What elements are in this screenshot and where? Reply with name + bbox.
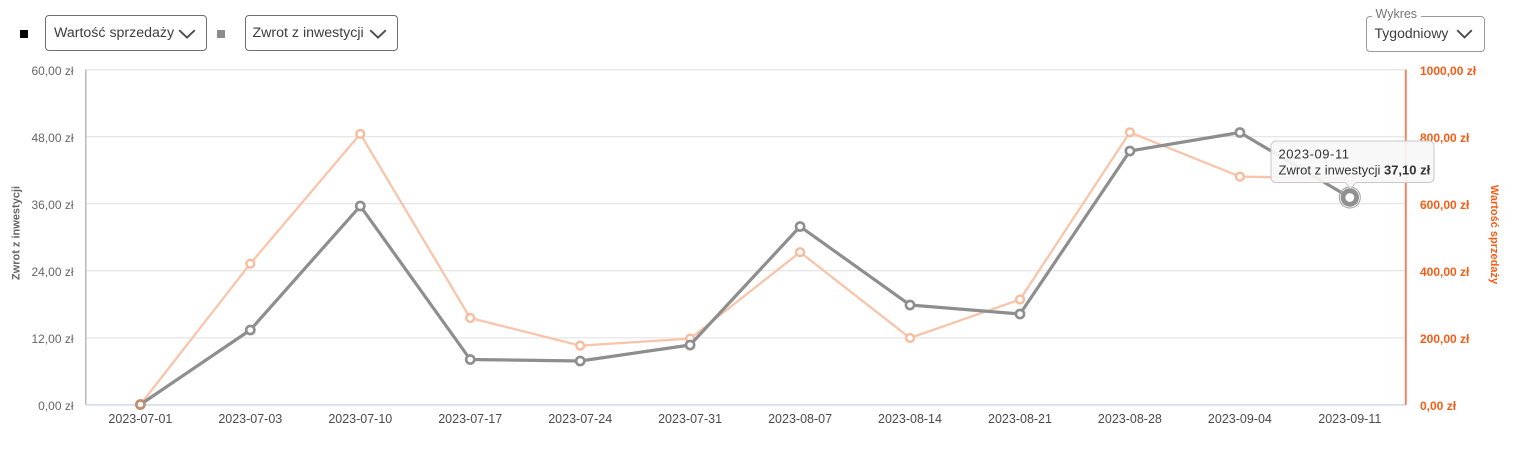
svg-text:600,00 zł: 600,00 zł [1420,198,1470,212]
svg-text:0,00 zł: 0,00 zł [38,399,74,413]
svg-text:0,00 zł: 0,00 zł [1420,399,1457,413]
svg-text:Zwrot z inwestycji 37,10 zł: Zwrot z inwestycji 37,10 zł [1279,163,1431,178]
svg-text:2023-07-17: 2023-07-17 [438,412,502,426]
svg-text:2023-08-28: 2023-08-28 [1098,412,1162,426]
svg-text:2023-09-04: 2023-09-04 [1208,412,1272,426]
svg-text:2023-07-24: 2023-07-24 [548,412,612,426]
svg-text:Wartość sprzedaży: Wartość sprzedaży [1488,185,1500,285]
svg-text:2023-08-21: 2023-08-21 [988,412,1052,426]
svg-text:36,00 zł: 36,00 zł [31,198,73,212]
svg-text:800,00 zł: 800,00 zł [1420,131,1470,145]
svg-text:2023-07-10: 2023-07-10 [328,412,392,426]
svg-text:60,00 zł: 60,00 zł [31,64,73,78]
svg-text:2023-08-07: 2023-08-07 [768,412,832,426]
svg-text:24,00 zł: 24,00 zł [31,265,73,279]
svg-text:2023-07-31: 2023-07-31 [658,412,722,426]
svg-text:12,00 zł: 12,00 zł [31,332,73,346]
svg-text:48,00 zł: 48,00 zł [31,131,73,145]
svg-text:2023-07-03: 2023-07-03 [218,412,282,426]
svg-text:200,00 zł: 200,00 zł [1420,332,1470,346]
svg-text:400,00 zł: 400,00 zł [1420,265,1470,279]
svg-text:Zwrot z inwestycji: Zwrot z inwestycji [11,186,23,280]
svg-text:2023-09-11: 2023-09-11 [1318,412,1381,426]
svg-text:2023-07-01: 2023-07-01 [108,412,172,426]
svg-text:2023-09-11: 2023-09-11 [1279,147,1350,162]
svg-text:2023-08-14: 2023-08-14 [878,412,942,426]
svg-text:1000,00 zł: 1000,00 zł [1420,64,1477,78]
